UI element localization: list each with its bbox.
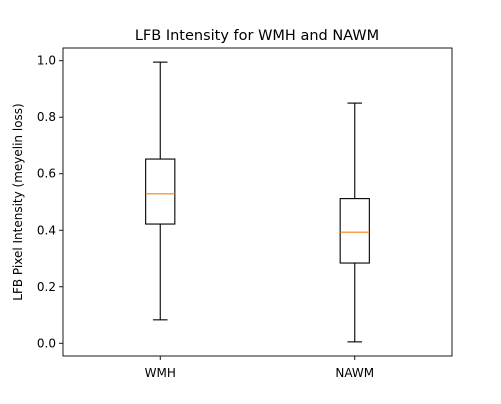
- y-tick-label: 0.0: [37, 336, 56, 350]
- y-tick-label: 0.4: [37, 223, 56, 237]
- box-iqr: [145, 158, 176, 225]
- y-tick-label: 0.8: [37, 110, 56, 124]
- x-tick-label: WMH: [145, 366, 176, 380]
- plot-area: 0.0 0.2 0.4 0.6 0.8 1.0 WMH NAWM: [37, 47, 453, 380]
- plot-frame: [62, 47, 453, 357]
- x-tick-label: NAWM: [335, 366, 374, 380]
- y-tick-label: 0.6: [37, 167, 56, 181]
- box-iqr: [339, 198, 370, 264]
- y-axis-label: LFB Pixel Intensity (meyelin loss): [11, 103, 25, 300]
- y-tick-label: 0.2: [37, 280, 56, 294]
- y-tick-label: 1.0: [37, 54, 56, 68]
- chart-title: LFB Intensity for WMH and NAWM: [135, 28, 379, 44]
